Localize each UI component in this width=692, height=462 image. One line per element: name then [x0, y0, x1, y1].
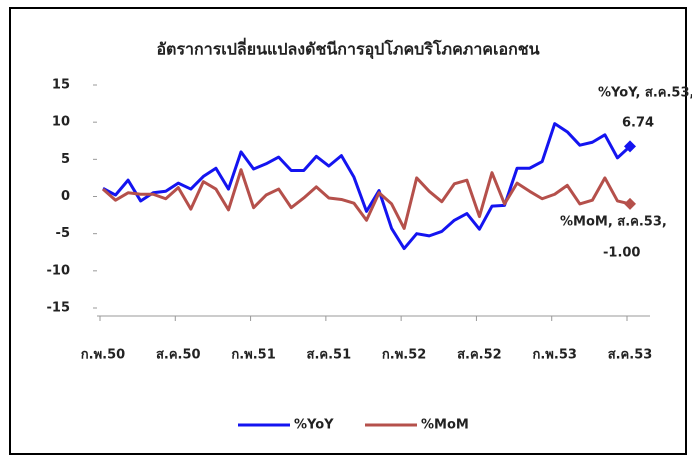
y-tick-label: 10: [52, 115, 70, 130]
end-label: 6.74: [622, 116, 654, 131]
y-tick-label: -5: [56, 226, 70, 241]
x-tick-label: ส.ค.53: [608, 348, 653, 363]
end-label: -1.00: [603, 246, 640, 261]
x-tick-label: ก.พ.53: [533, 348, 577, 363]
chart-title: อัตราการเปลี่ยนแปลงดัชนีการอุปโภคบริโภคภ…: [156, 38, 539, 60]
legend-label: %YoY: [294, 418, 334, 433]
annotation: %YoY, ส.ค.53,: [598, 86, 692, 101]
y-tick-label: 5: [61, 152, 70, 167]
y-tick-label: 15: [52, 78, 70, 93]
y-tick-label: -10: [47, 263, 71, 278]
legend-label: %MoM: [421, 418, 469, 433]
y-tick-label: 0: [61, 189, 70, 204]
y-tick-label: -15: [47, 301, 71, 316]
x-tick-label: ก.พ.51: [231, 348, 275, 363]
x-tick-label: ก.พ.50: [81, 348, 125, 363]
end-marker: [624, 140, 636, 153]
series-line: [102, 168, 631, 230]
x-tick-label: ส.ค.51: [307, 348, 352, 363]
x-tick-label: ก.พ.52: [382, 348, 426, 363]
x-tick-label: ส.ค.50: [156, 348, 201, 363]
x-tick-label: ส.ค.52: [457, 348, 502, 363]
end-marker: [624, 197, 636, 210]
series-line: [102, 122, 632, 251]
chart-frame: [9, 7, 687, 455]
annotation: %MoM, ส.ค.53,: [560, 215, 667, 230]
